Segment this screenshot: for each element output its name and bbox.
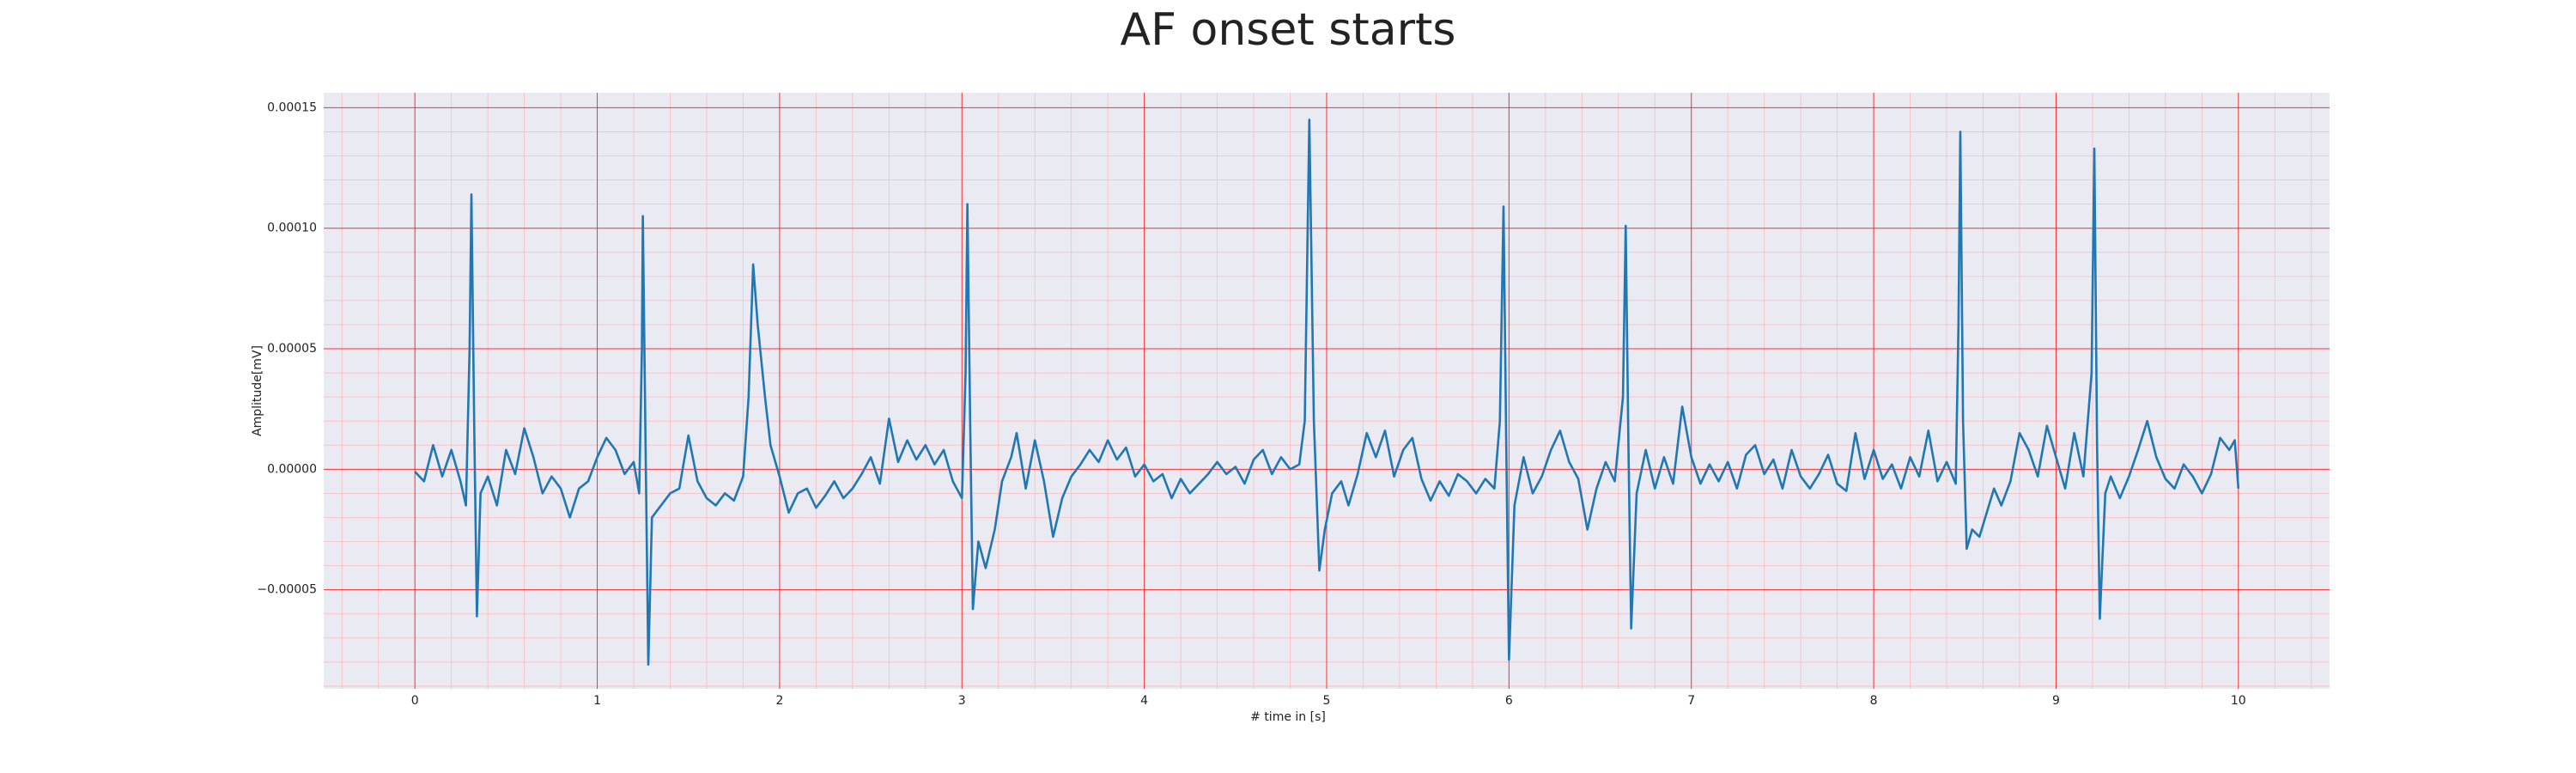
signal-line xyxy=(414,119,2240,666)
y-tick-label: 0.00005 xyxy=(267,342,317,356)
x-tick-label: 6 xyxy=(1505,694,1513,708)
x-tick-label: 5 xyxy=(1323,694,1331,708)
x-tick-label: 0 xyxy=(411,694,419,708)
x-axis-label: # time in [s] xyxy=(1250,710,1326,724)
y-axis-label: Amplitude[mV] xyxy=(251,345,264,436)
y-tick-label: 0.00010 xyxy=(267,222,317,235)
x-tick-label: 10 xyxy=(2231,694,2246,708)
x-tick-label: 8 xyxy=(1870,694,1878,708)
x-tick-label: 3 xyxy=(958,694,966,708)
x-tick-label: 7 xyxy=(1687,694,1695,708)
x-tick-label: 1 xyxy=(593,694,601,708)
x-tick-label: 9 xyxy=(2052,694,2060,708)
x-tick-label: 2 xyxy=(775,694,783,708)
chart-title: AF onset starts xyxy=(1121,4,1456,56)
x-tick-label: 4 xyxy=(1140,694,1148,708)
y-tick-label: 0.00000 xyxy=(267,462,317,476)
y-tick-label: −0.00005 xyxy=(257,583,317,597)
y-tick-label: 0.00015 xyxy=(267,100,317,114)
